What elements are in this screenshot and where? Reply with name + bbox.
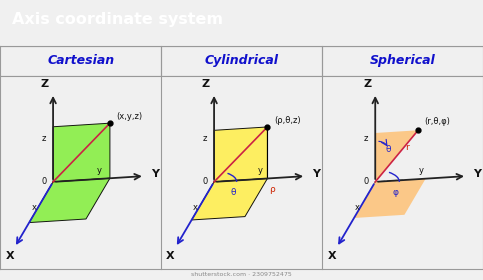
- Text: θ: θ: [230, 188, 236, 197]
- Text: Z: Z: [363, 79, 371, 89]
- Text: X: X: [327, 251, 336, 262]
- Polygon shape: [354, 179, 426, 218]
- Polygon shape: [29, 178, 110, 223]
- Text: Z: Z: [202, 79, 210, 89]
- Polygon shape: [192, 178, 268, 220]
- Text: (r,θ,φ): (r,θ,φ): [425, 118, 451, 127]
- Text: φ: φ: [393, 188, 399, 197]
- Text: Cartesian: Cartesian: [47, 54, 114, 67]
- Text: y: y: [257, 166, 263, 175]
- Text: Axis coordinate system: Axis coordinate system: [12, 12, 223, 27]
- Text: Spherical: Spherical: [369, 54, 435, 67]
- Text: Y: Y: [473, 169, 482, 179]
- Text: (x,y,z): (x,y,z): [116, 112, 142, 121]
- Text: ρ: ρ: [269, 185, 275, 194]
- Text: y: y: [419, 166, 424, 175]
- Text: X: X: [166, 251, 175, 262]
- Text: Cylindrical: Cylindrical: [204, 54, 279, 67]
- Polygon shape: [214, 127, 268, 182]
- Text: 0: 0: [42, 177, 47, 186]
- Text: x: x: [355, 203, 359, 212]
- Text: X: X: [5, 251, 14, 262]
- Text: z: z: [42, 134, 46, 143]
- Text: Z: Z: [41, 79, 49, 89]
- Text: 0: 0: [364, 177, 369, 186]
- Text: shutterstock.com · 2309752475: shutterstock.com · 2309752475: [191, 272, 292, 277]
- Text: Y: Y: [313, 169, 321, 179]
- Text: z: z: [364, 134, 369, 143]
- Polygon shape: [53, 123, 110, 182]
- Polygon shape: [375, 130, 418, 182]
- Text: y: y: [97, 166, 101, 175]
- Text: r: r: [405, 143, 409, 152]
- Text: Y: Y: [151, 169, 159, 179]
- Text: z: z: [203, 134, 207, 143]
- Text: x: x: [32, 203, 37, 212]
- Text: θ: θ: [386, 145, 391, 154]
- Text: x: x: [193, 203, 198, 212]
- Text: 0: 0: [203, 177, 208, 186]
- Text: (ρ,θ,z): (ρ,θ,z): [274, 116, 300, 125]
